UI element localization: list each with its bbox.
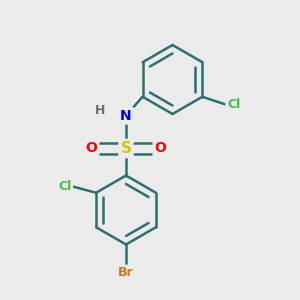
Text: Br: Br <box>118 266 134 280</box>
Text: O: O <box>85 142 98 155</box>
Text: Cl: Cl <box>227 98 241 111</box>
Text: O: O <box>154 142 166 155</box>
Text: H: H <box>95 104 106 118</box>
Text: S: S <box>121 141 131 156</box>
Text: N: N <box>120 109 132 122</box>
Text: Cl: Cl <box>58 180 71 193</box>
